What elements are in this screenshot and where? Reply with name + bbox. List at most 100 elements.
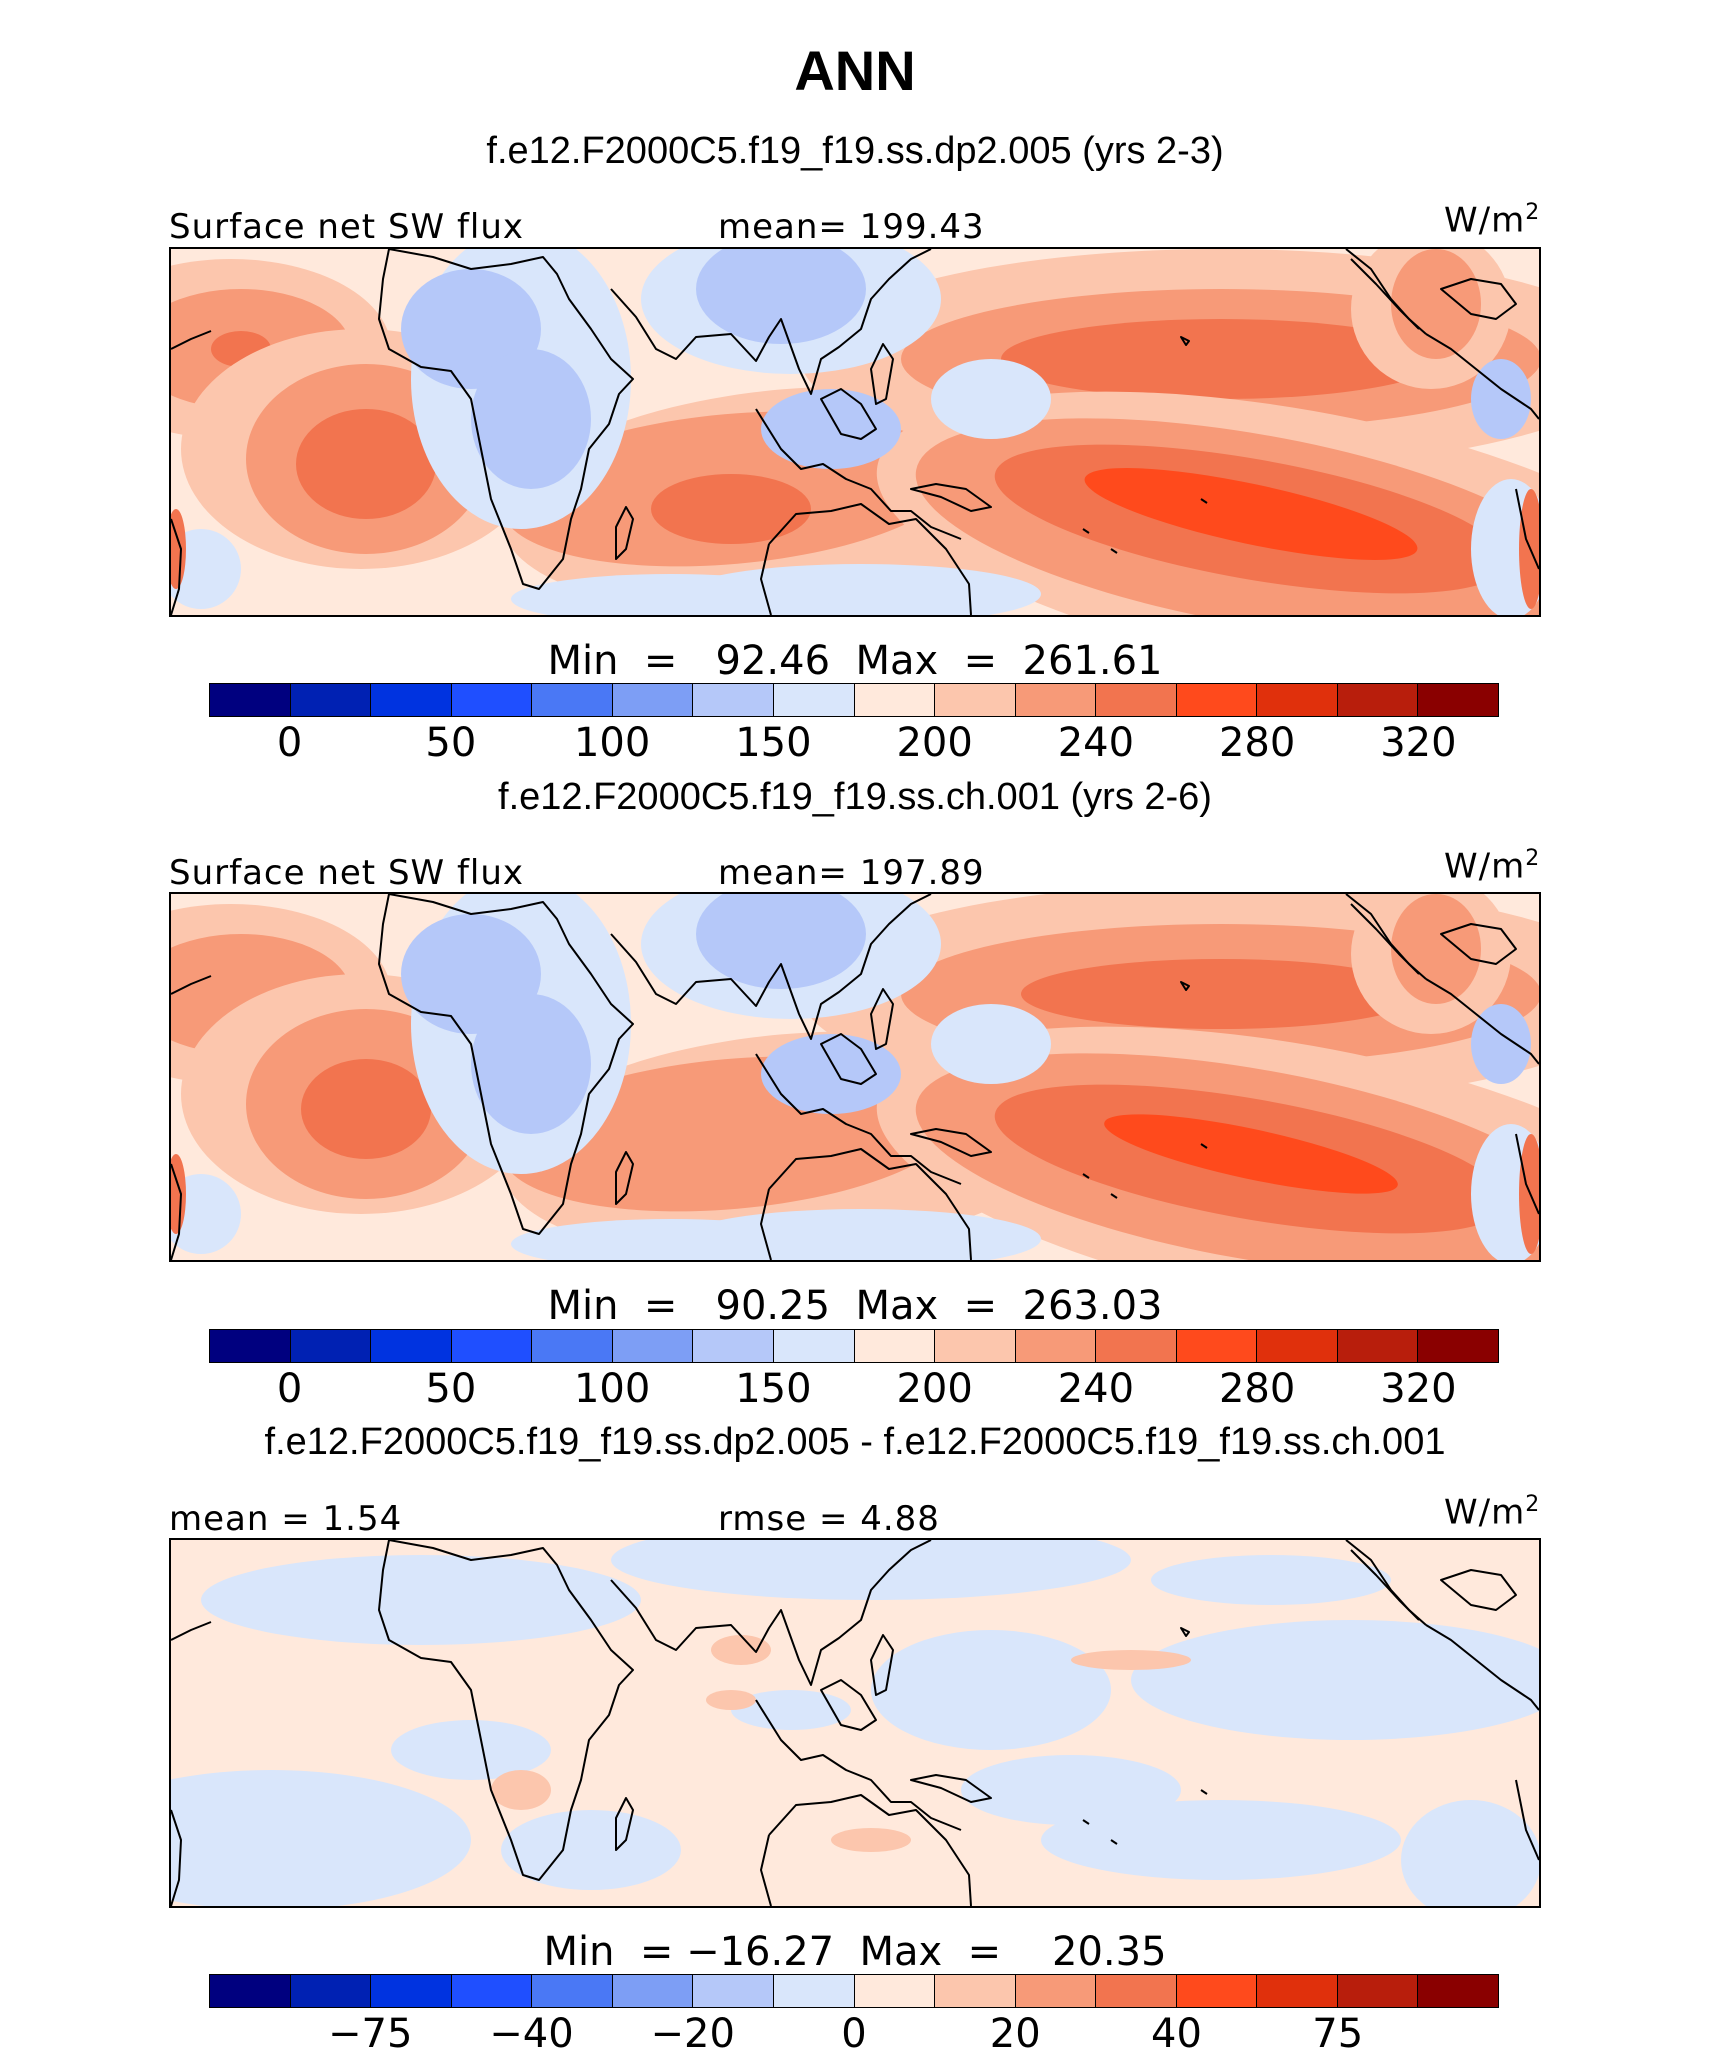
coastline <box>378 894 634 1235</box>
colorbar-tick-label: 150 <box>735 1366 812 1412</box>
field-contour <box>961 1755 1181 1825</box>
colorbar-swatch <box>532 1975 613 2007</box>
field-contour <box>696 249 866 344</box>
field-contour <box>1401 1800 1539 1906</box>
coastline <box>1515 1133 1539 1215</box>
coastline <box>1425 333 1539 420</box>
coastline <box>870 1634 894 1696</box>
coastline <box>760 1188 772 1260</box>
coastline <box>1082 1789 1208 1845</box>
field-contour <box>696 894 866 989</box>
coastline <box>1440 1569 1517 1611</box>
colorbar-swatch <box>935 1330 1016 1362</box>
colorbar-swatch <box>854 1975 936 2007</box>
coastline <box>760 1834 772 1906</box>
coastline <box>755 1699 962 1831</box>
colorbar-swatch <box>451 684 533 716</box>
colorbar-swatch <box>612 1975 694 2007</box>
coastline <box>171 330 212 350</box>
field-contour <box>171 529 241 609</box>
colorbar-swatch <box>1096 684 1177 716</box>
coastline <box>610 1540 932 1686</box>
field-contour <box>761 389 901 469</box>
field-contour <box>706 1690 756 1710</box>
field-contour <box>171 1770 471 1906</box>
colorbar-swatch <box>1096 1975 1177 2007</box>
coastline <box>171 975 212 995</box>
colorbar-swatch <box>1337 1975 1419 2007</box>
colorbar-tick-label: 200 <box>896 720 973 766</box>
colorbar-tick-label: 75 <box>1312 2011 1364 2057</box>
coastline <box>870 988 894 1050</box>
field-contour <box>511 574 831 615</box>
colorbar-swatch <box>1176 684 1258 716</box>
panel2-mean-label: mean= 197.89 <box>718 853 985 893</box>
colorbar-swatch <box>290 1975 372 2007</box>
colorbar-tick-label: 100 <box>573 1366 651 1412</box>
field-contour <box>1084 468 1418 560</box>
field-contour <box>1041 1800 1401 1880</box>
field-contour <box>1391 249 1481 359</box>
colorbar-tick-label: 50 <box>425 720 477 766</box>
coastline <box>378 249 634 590</box>
panel3-colorbar <box>209 1974 1499 2008</box>
field-contour <box>931 1004 1051 1084</box>
coastline <box>1440 278 1517 320</box>
colorbar-swatch <box>290 1330 372 1362</box>
panel2-variable-label: Surface net SW flux <box>169 853 525 893</box>
coastline <box>760 543 772 615</box>
colorbar-tick-label: 0 <box>276 720 303 766</box>
colorbar-tick-label: 320 <box>1380 1366 1457 1412</box>
field-contour <box>731 1690 851 1730</box>
colorbar-swatch <box>1337 1330 1419 1362</box>
coastline <box>610 894 932 1040</box>
colorbar-swatch <box>371 684 452 716</box>
coastline <box>378 1540 634 1881</box>
coastlines <box>171 894 1539 1260</box>
coastline <box>1440 923 1517 965</box>
colorbar-swatch <box>773 684 855 716</box>
colorbar-swatch <box>773 1975 855 2007</box>
coastline <box>768 1148 972 1260</box>
field-contour <box>931 359 1051 439</box>
field-contour <box>871 1630 1111 1750</box>
coastline <box>1350 258 1420 330</box>
coastline <box>1350 903 1420 975</box>
panel2-colorbar-ticks: 0 50 100 150 200 240 280 320 <box>209 1366 1499 1412</box>
panel2-colorbar <box>209 1329 1499 1363</box>
panel2-map <box>169 892 1541 1262</box>
coastline <box>610 249 932 395</box>
field-contour <box>831 1828 911 1852</box>
colorbar-swatch <box>693 1975 774 2007</box>
field-contour <box>761 1034 901 1114</box>
coastline <box>768 1794 972 1906</box>
panel1-variable-label: Surface net SW flux <box>169 207 525 247</box>
panel1-mean-label: mean= 199.43 <box>718 207 985 247</box>
colorbar-swatch <box>532 684 613 716</box>
colorbar-swatch <box>1337 684 1419 716</box>
colorbar-swatch <box>935 684 1016 716</box>
panel3-subtitle: f.e12.F2000C5.f19_f19.ss.dp2.005 - f.e12… <box>264 1421 1446 1463</box>
colorbar-swatch <box>612 1330 694 1362</box>
coastline <box>171 1809 182 1906</box>
field-contour <box>511 1219 831 1260</box>
colorbar-swatch <box>1176 1975 1258 2007</box>
colorbar-tick-label: 200 <box>896 1366 973 1412</box>
colorbar-swatch <box>1176 1330 1258 1362</box>
field-contour <box>471 349 591 489</box>
coastline <box>1425 1624 1539 1711</box>
field-contour <box>1519 1134 1539 1254</box>
colorbar-tick-label: 320 <box>1380 720 1457 766</box>
colorbar-tick-label: 0 <box>841 2011 867 2057</box>
colorbar-swatch <box>210 684 291 716</box>
colorbar-tick-label: 150 <box>735 720 812 766</box>
colorbar-swatch <box>612 684 694 716</box>
colorbar-tick-label: 280 <box>1218 720 1296 766</box>
coastline <box>870 343 894 405</box>
colorbar-swatch <box>210 1330 291 1362</box>
colorbar-swatch <box>1257 684 1338 716</box>
coastline <box>615 1797 634 1851</box>
field-contour <box>491 1770 551 1810</box>
field-contour <box>1471 359 1531 439</box>
field-contour <box>711 1635 771 1665</box>
